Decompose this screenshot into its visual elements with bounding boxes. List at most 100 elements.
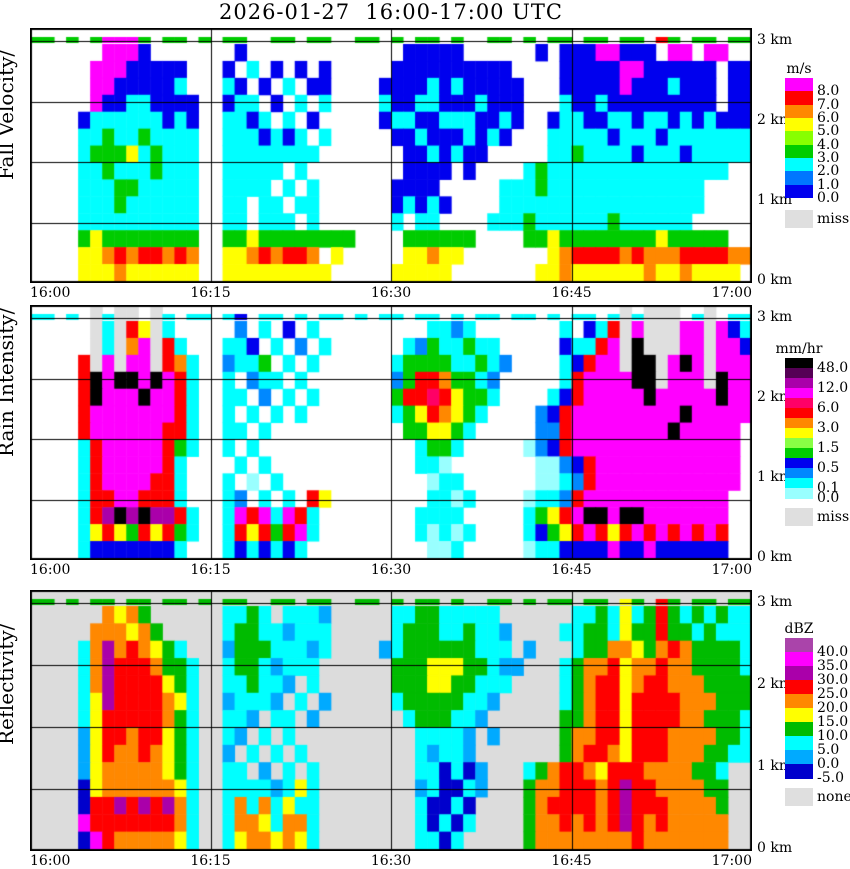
- colorbar-tick-label: 4.0: [817, 136, 840, 153]
- colorbar-band: [785, 680, 813, 695]
- x-tick-label: 16:00: [30, 285, 71, 301]
- colorbar-tick-label: 0.5: [817, 460, 840, 476]
- colorbar-band: [785, 488, 813, 499]
- no-data-label: miss: [817, 211, 850, 227]
- colorbar-tick-label: 0.0: [817, 756, 840, 772]
- height-tick-label: 0 km: [757, 840, 793, 856]
- colorbar-band: [785, 764, 813, 779]
- colorbar-tick-label: 2.0: [817, 163, 840, 180]
- rain-intensity-axis-label: Rain Intensity/: [0, 307, 18, 457]
- colorbar-tick-label: 30.0: [817, 672, 849, 688]
- colorbar-band: [785, 418, 813, 429]
- colorbar-band: [785, 478, 813, 489]
- height-tick-label: 1 km: [757, 758, 793, 774]
- colorbar-tick-label: 6.0: [817, 109, 840, 126]
- colorbar-tick-label: 25.0: [817, 686, 849, 702]
- colorbar-tick-label: 5.0: [817, 742, 840, 758]
- colorbar-band: [785, 91, 813, 106]
- colorbar-band: [785, 131, 813, 146]
- colorbar-tick-label: 12.0: [817, 380, 849, 396]
- colorbar-band: [785, 750, 813, 765]
- time-axis-panel2: 16:00 16:15 16:30 16:45 17:00: [30, 562, 752, 578]
- colorbar-tick-label: 1.0: [817, 176, 840, 193]
- x-tick-label: 16:30: [370, 562, 412, 578]
- x-tick-label: 16:30: [370, 853, 412, 869]
- colorbar-band: [785, 171, 813, 186]
- x-tick-label: 16:00: [30, 562, 71, 578]
- x-tick-label: 16:15: [190, 853, 231, 869]
- fall-velocity-panel: [30, 28, 752, 283]
- colorbar-band: [785, 157, 813, 172]
- fall-velocity-axis-label: Fall Velocity/: [0, 49, 18, 180]
- colorbar-tick-label: 0.0: [817, 490, 840, 506]
- no-data-swatch: [785, 508, 813, 526]
- colorbar-tick-label: -5.0: [817, 770, 844, 786]
- height-tick-label: 2 km: [757, 389, 793, 405]
- no-data-swatch: [785, 788, 813, 806]
- no-data-swatch: [785, 210, 813, 228]
- colorbar-tick-label: 35.0: [817, 658, 849, 674]
- colorbar-unit-title: dBZ: [784, 621, 814, 637]
- x-tick-label: 16:45: [551, 285, 592, 301]
- x-tick-label: 16:15: [190, 562, 231, 578]
- height-tick-label: 1 km: [757, 469, 793, 485]
- colorbar-band: [785, 708, 813, 723]
- colorbar-band: [785, 736, 813, 751]
- colorbar-band: [785, 438, 813, 449]
- height-tick-label: 2 km: [757, 676, 793, 692]
- reflectivity-panel: [30, 590, 752, 851]
- colorbar-band: [785, 428, 813, 439]
- x-tick-label: 16:00: [30, 853, 71, 869]
- colorbar-tick-label: 48.0: [817, 360, 849, 376]
- colorbar-band: [785, 117, 813, 132]
- reflectivity-axis-label: Reflectivity/: [0, 623, 18, 745]
- time-axis-panel1: 16:00 16:15 16:30 16:45 17:00: [30, 285, 752, 301]
- colorbar-unit-title: m/s: [786, 61, 812, 77]
- x-tick-label: 16:45: [551, 853, 592, 869]
- colorbar-tick-label: 3.0: [817, 420, 840, 436]
- fall-velocity-heatmap-canvas: [30, 28, 752, 283]
- height-tick-label: 3 km: [757, 594, 793, 610]
- colorbar-band: [785, 378, 813, 389]
- colorbar-band: [785, 468, 813, 479]
- colorbar-tick-label: 8.0: [817, 83, 840, 100]
- colorbar-band: [785, 398, 813, 409]
- colorbar-band: [785, 652, 813, 667]
- height-tick-label: 0 km: [757, 549, 793, 565]
- colorbar-tick-label: 20.0: [817, 700, 849, 716]
- x-tick-label: 17:00: [711, 285, 752, 301]
- colorbar-band: [785, 78, 813, 92]
- colorbar-band: [785, 184, 813, 199]
- colorbar-band: [785, 666, 813, 681]
- colorbar-tick-label: 0.1: [817, 480, 840, 496]
- x-tick-label: 17:00: [711, 853, 752, 869]
- colorbar-band: [785, 368, 813, 379]
- height-tick-label: 1 km: [757, 192, 793, 208]
- colorbar-band: [785, 638, 813, 653]
- reflectivity-heatmap-canvas: [30, 590, 752, 851]
- colorbar-band: [785, 408, 813, 419]
- height-tick-label: 3 km: [757, 309, 793, 325]
- colorbar-unit-title: mm/hr: [775, 341, 823, 357]
- colorbar-tick-label: 0.0: [817, 189, 840, 206]
- colorbar-band: [785, 144, 813, 159]
- x-tick-label: 16:30: [370, 285, 412, 301]
- time-axis-panel3: 16:00 16:15 16:30 16:45 17:00: [30, 853, 752, 869]
- colorbar-tick-label: 6.0: [817, 400, 840, 416]
- colorbar-tick-label: 15.0: [817, 714, 849, 730]
- colorbar-tick-label: 7.0: [817, 96, 840, 113]
- colorbar-band: [785, 448, 813, 459]
- rain-intensity-heatmap-canvas: [30, 305, 752, 560]
- colorbar-tick-label: 10.0: [817, 728, 849, 744]
- colorbar-tick-label: 3.0: [817, 149, 840, 166]
- colorbar-band: [785, 358, 813, 369]
- no-data-label: none: [817, 789, 850, 805]
- x-tick-label: 17:00: [711, 562, 752, 578]
- x-tick-label: 16:15: [190, 285, 231, 301]
- no-data-label: miss: [817, 509, 850, 525]
- x-tick-label: 16:45: [551, 562, 592, 578]
- colorbar-tick-label: 40.0: [817, 644, 849, 660]
- height-tick-label: 3 km: [757, 32, 793, 48]
- colorbar-band: [785, 458, 813, 469]
